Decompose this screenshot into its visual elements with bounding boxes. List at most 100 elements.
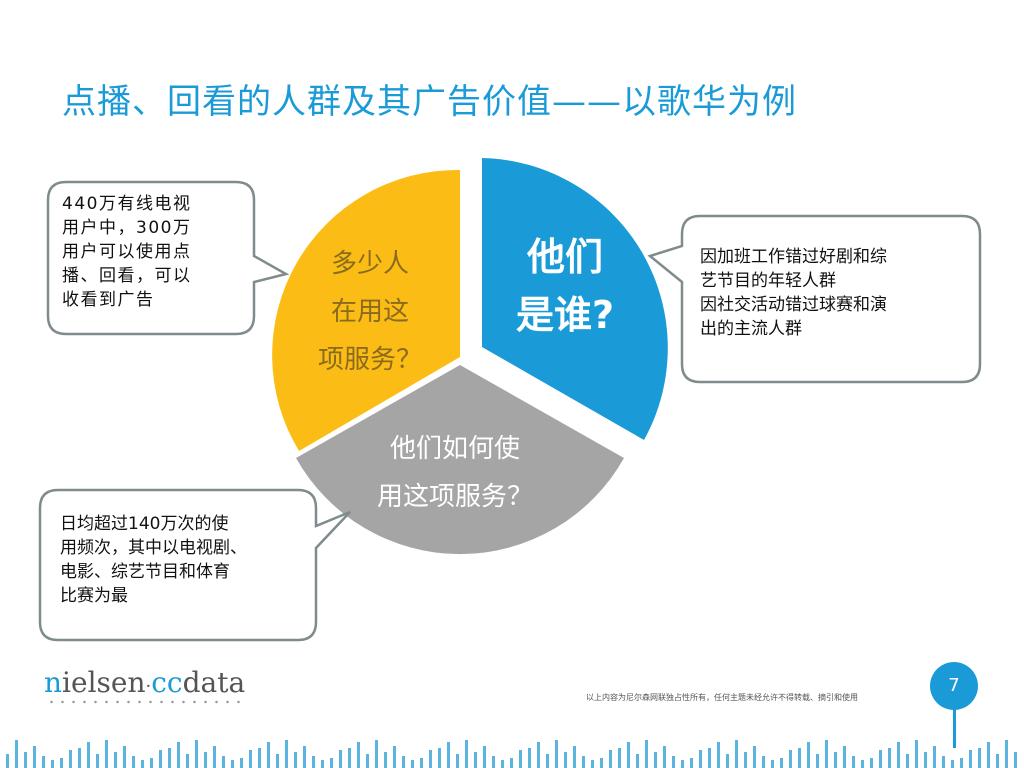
decorative-bar — [402, 756, 405, 768]
decorative-bar — [15, 740, 18, 768]
decorative-bar — [951, 760, 954, 768]
decorative-bar — [537, 742, 540, 768]
pie-label-blue: 他们 是谁? — [515, 235, 615, 337]
decorative-bar — [897, 742, 900, 768]
decorative-bar — [105, 740, 108, 768]
decorative-bar — [213, 746, 216, 768]
decorative-bar — [519, 750, 522, 768]
decorative-bar — [87, 742, 90, 768]
pie-label-gray: 他们如何使 用这项服务？ — [376, 434, 533, 512]
decorative-bar — [996, 754, 999, 768]
decorative-bar — [339, 750, 342, 768]
decorative-bar — [177, 742, 180, 768]
decorative-bar — [609, 750, 612, 768]
decorative-bar — [24, 752, 27, 768]
decorative-bar — [1005, 740, 1008, 768]
decorative-bar — [222, 756, 225, 768]
decorative-bar — [906, 754, 909, 768]
decorative-bar — [924, 752, 927, 768]
callout-text-top-left: 440万有线电视 用户中，300万 用户可以使用点 播、回看，可以 收看到广告 — [62, 194, 192, 310]
page-title: 点播、回看的人群及其广告价值——以歌华为例 — [62, 82, 797, 122]
decorative-bar — [420, 758, 423, 768]
decorative-bar — [852, 756, 855, 768]
decorative-bar — [321, 760, 324, 768]
decorative-bar — [573, 746, 576, 768]
decorative-bar — [717, 742, 720, 768]
decorative-bar — [69, 750, 72, 768]
decorative-bar — [681, 760, 684, 768]
decorative-bar — [132, 756, 135, 768]
decorative-bar — [708, 748, 711, 768]
decorative-bar — [528, 748, 531, 768]
decorative-bar — [627, 742, 630, 768]
decorative-bar — [663, 746, 666, 768]
decorative-bar — [348, 748, 351, 768]
decorative-bar — [978, 748, 981, 768]
callout-bubble-top-left — [46, 180, 290, 336]
callout-bubble-bottom-left — [38, 488, 351, 642]
decorative-bar — [825, 740, 828, 768]
decorative-bar — [672, 756, 675, 768]
decorative-bar — [123, 746, 126, 768]
decorative-bar — [51, 760, 54, 768]
decorative-bar — [474, 752, 477, 768]
decorative-bar — [555, 740, 558, 768]
pie-segment-yellow — [272, 169, 460, 451]
decorative-bar — [114, 752, 117, 768]
decorative-bar — [393, 746, 396, 768]
decorative-bar — [240, 758, 243, 768]
decorative-bar — [807, 742, 810, 768]
decorative-bar — [267, 742, 270, 768]
decorative-bar — [447, 742, 450, 768]
decorative-bar — [690, 758, 693, 768]
decorative-bar — [141, 760, 144, 768]
decorative-bar — [456, 754, 459, 768]
decorative-bar — [780, 758, 783, 768]
decorative-bar — [762, 756, 765, 768]
decorative-bar — [330, 758, 333, 768]
decorative-bar — [753, 746, 756, 768]
callout-text-bottom-left: 日均超过140万次的使 用频次，其中以电视剧、 电影、综艺节目和体育 比赛为最 — [60, 514, 247, 606]
decorative-bar — [816, 754, 819, 768]
decorative-bar — [258, 748, 261, 768]
decorative-bar — [96, 754, 99, 768]
decorative-bar — [861, 760, 864, 768]
decorative-bar — [591, 760, 594, 768]
decorative-bar — [312, 756, 315, 768]
decorative-bar — [942, 756, 945, 768]
decorative-bar — [465, 740, 468, 768]
decorative-bar — [726, 754, 729, 768]
decorative-bar — [654, 752, 657, 768]
nielsen-ccdata-logo: nielsen·ccdata — [44, 666, 246, 699]
page-number-badge: 7 — [930, 662, 978, 710]
decorative-bar — [276, 754, 279, 768]
decorative-bar — [888, 748, 891, 768]
decorative-bar — [1014, 752, 1017, 768]
decorative-bar — [636, 754, 639, 768]
decorative-bar — [384, 752, 387, 768]
callout-bubble-right — [647, 214, 982, 384]
decorative-bar — [78, 748, 81, 768]
decorative-bar — [564, 752, 567, 768]
decorative-bar — [249, 750, 252, 768]
decorative-bar — [546, 754, 549, 768]
decorative-bar — [150, 758, 153, 768]
decorative-bar — [159, 750, 162, 768]
decorative-bar — [366, 754, 369, 768]
decorative-bar — [492, 756, 495, 768]
decorative-bar — [231, 760, 234, 768]
decorative-bar — [375, 740, 378, 768]
decorative-bar — [483, 746, 486, 768]
decorative-bar — [168, 748, 171, 768]
decorative-bar — [834, 752, 837, 768]
decorative-bar — [195, 740, 198, 768]
copyright-footnote: 以上内容为尼尔森网联独占性所有，任何主题未经允许不得转载、摘引和使用 — [586, 693, 858, 702]
decorative-bar — [429, 750, 432, 768]
decorative-bar — [438, 748, 441, 768]
decorative-bar — [6, 754, 9, 768]
decorative-bar — [789, 750, 792, 768]
pie-label-yellow: 多少人 在用这 项服务？ — [317, 249, 422, 375]
decorative-bar — [411, 760, 414, 768]
decorative-bar — [186, 754, 189, 768]
